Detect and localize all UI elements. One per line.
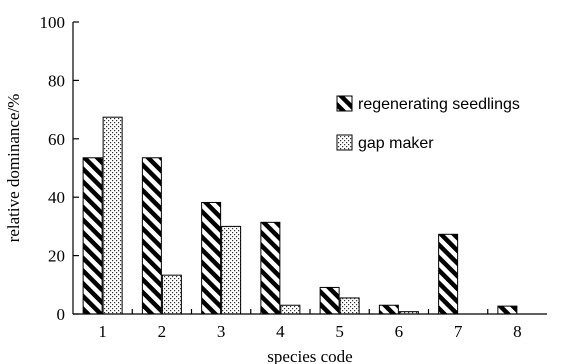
bar-regenerating-seedlings-4 [260,221,281,315]
bar-gap-maker-1 [102,116,123,315]
bar-regenerating-seedlings-3 [201,201,222,315]
bars-layer [82,116,518,315]
bar-regenerating-seedlings-8 [497,305,518,315]
bar-regenerating-seedlings-7 [438,233,459,315]
x-ticks: 1 2 3 4 5 6 7 8 [98,309,522,341]
bar-regenerating-seedlings-2 [141,157,162,315]
bar-gap-maker-2 [161,274,182,315]
x-tick-label-3: 3 [217,322,226,341]
x-tick-label-8: 8 [513,322,522,341]
bar-regenerating-seedlings-6 [378,304,399,315]
legend-label-gap-maker: gap maker [358,135,434,152]
x-tick-label-7: 7 [454,322,463,341]
bar-gap-maker-4 [280,304,301,315]
bar-gap-maker-5 [339,297,360,315]
bar-gap-maker-3 [221,225,242,315]
bar-regenerating-seedlings-1 [82,157,103,315]
y-tick-label-40: 40 [48,188,65,207]
legend-swatch-gap-maker [336,134,353,151]
y-tick-label-80: 80 [48,71,65,90]
y-tick-label-20: 20 [48,247,65,266]
x-tick-label-6: 6 [395,322,404,341]
x-axis-title: species code [267,347,352,364]
x-tick-label-1: 1 [98,322,107,341]
x-tick-label-2: 2 [158,322,167,341]
y-tick-label-100: 100 [40,13,66,32]
x-tick-label-4: 4 [276,322,285,341]
y-ticks: 0 20 40 60 80 100 [40,13,79,324]
legend-label-regenerating-seedlings: regenerating seedlings [358,96,520,113]
x-tick-label-5: 5 [335,322,344,341]
bar-regenerating-seedlings-5 [319,286,340,315]
legend: regenerating seedlings gap maker [336,95,520,152]
y-axis-title: relative dominance/% [4,94,23,243]
y-tick-label-0: 0 [57,305,66,324]
legend-swatch-regenerating-seedlings [336,95,353,112]
y-tick-label-60: 60 [48,130,65,149]
